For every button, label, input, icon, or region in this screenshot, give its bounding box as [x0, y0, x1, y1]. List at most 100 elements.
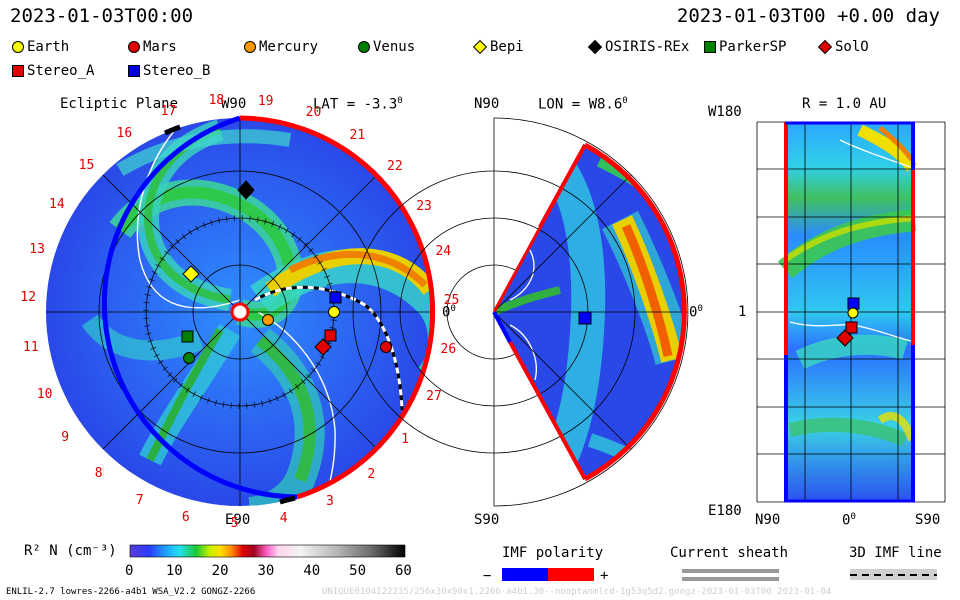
legend-label: OSIRIS-REx: [605, 39, 690, 55]
legend-label: Bepi: [490, 39, 524, 55]
legend-item-earth: Earth: [12, 39, 69, 55]
legend-label: Mercury: [259, 39, 319, 55]
colorbar-tick: 30: [257, 563, 275, 579]
solo-marker: [314, 338, 332, 356]
model-footer: ENLIL-2.7 lowres-2266-a4b1 WSA_V2.2 GONG…: [6, 587, 256, 597]
carrington-label: 9: [61, 429, 70, 445]
legend-item-stereo-a: Stereo_A: [12, 63, 94, 79]
colorbar-tick: 50: [349, 563, 367, 579]
carrington-label: 6: [181, 509, 190, 525]
colorbar-tick: 40: [303, 563, 321, 579]
legend-item-stereo-b: Stereo_B: [128, 63, 210, 79]
carrington-label: 15: [78, 157, 95, 173]
square-marker-icon: [128, 65, 140, 77]
mars-marker: [380, 341, 392, 353]
radial-tick-n90: N90: [755, 512, 781, 528]
ecliptic-top-label: W90: [221, 96, 247, 112]
bepi-marker: [182, 265, 200, 283]
legend-label: Stereo_A: [27, 63, 95, 79]
venus-marker: [183, 352, 195, 364]
carrington-label: 3: [326, 494, 334, 509]
carrington-label: 20: [305, 105, 322, 121]
osiris-rex-marker: [237, 180, 255, 200]
carrington-label: 11: [23, 339, 39, 355]
ecliptic-right-label: 00: [442, 304, 456, 321]
ecliptic-markers: [181, 180, 392, 364]
carrington-label: 16: [116, 126, 133, 142]
circle-marker-icon: [358, 41, 370, 53]
simulation-time: 2023-01-03T00:00: [10, 5, 194, 27]
ecliptic-plane-panel: [46, 115, 436, 506]
circle-marker-icon: [128, 41, 140, 53]
carrington-label: 23: [416, 199, 432, 215]
radial-top-left-label: W180: [708, 104, 742, 120]
ecliptic-bottom-label: E90: [225, 512, 251, 528]
diamond-marker-icon: [587, 39, 603, 55]
solo-marker-radial: [836, 329, 854, 347]
carrington-label: 21: [349, 127, 366, 143]
carrington-label: 22: [387, 159, 403, 175]
carrington-label: 8: [94, 465, 103, 481]
radial-mid-left-label: 1: [738, 304, 747, 320]
current-sheath-swatch: [682, 569, 779, 581]
carrington-label: 4: [279, 510, 288, 526]
ecliptic-lat-label: LAT = -3.30: [313, 96, 403, 113]
legend-item-bepi: Bepi: [472, 39, 524, 55]
legend-item-venus: Venus: [358, 39, 415, 55]
carrington-label: 26: [440, 342, 457, 358]
stereo-b-marker: [329, 291, 342, 304]
legend-label: Stereo_B: [143, 63, 211, 79]
square-marker-icon: [704, 41, 716, 53]
density-colorbar: [129, 544, 406, 558]
carrington-label: 19: [257, 93, 274, 109]
carrington-label: 17: [160, 104, 177, 120]
legend-label: Mars: [143, 39, 177, 55]
radial-bottom-left-label: E180: [708, 503, 742, 519]
stereo-a-marker-radial: [845, 321, 858, 334]
legend-item-solo: SolO: [817, 39, 869, 55]
carrington-label: 5: [230, 515, 239, 531]
colorbar-label: R² N (cm⁻³): [24, 543, 117, 559]
circle-marker-icon: [244, 41, 256, 53]
carrington-label: 24: [435, 244, 452, 260]
legend-item-osiris-rex: OSIRIS-REx: [587, 39, 690, 55]
meridional-top-label: N90: [474, 96, 500, 112]
mercury-marker: [262, 314, 274, 326]
carrington-label: 7: [135, 492, 144, 508]
square-marker-icon: [12, 65, 24, 77]
legend-item-parkersp: ParkerSP: [704, 39, 786, 55]
radial-title: R = 1.0 AU: [802, 96, 887, 112]
imf-line-swatch: [850, 569, 937, 580]
imf-plus-label: +: [600, 568, 609, 584]
carrington-label: 13: [29, 242, 45, 258]
legend-item-mercury: Mercury: [244, 39, 318, 55]
circle-marker-icon: [12, 41, 24, 53]
stereo-b-marker-meridional: [578, 311, 592, 325]
colorbar-tick: 20: [211, 563, 229, 579]
earth-marker: [328, 306, 340, 318]
run-id-footer: UNIQUE0104122235/256x30x90x1.2266-a4b1.3…: [322, 587, 832, 597]
carrington-label: 14: [49, 196, 65, 212]
legend-item-mars: Mars: [128, 39, 177, 55]
carrington-label: 2: [367, 467, 376, 483]
carrington-label: 27: [426, 389, 442, 405]
legend-label: SolO: [835, 39, 869, 55]
radial-map-panel: [756, 121, 946, 503]
meridional-bottom-label: S90: [474, 512, 500, 528]
legend-label: ParkerSP: [719, 39, 787, 55]
legend-label: Earth: [27, 39, 70, 55]
carrington-label: 12: [20, 290, 37, 306]
radial-tick-0: 00: [842, 512, 856, 529]
carrington-label: 1: [401, 431, 410, 447]
carrington-label: 25: [443, 292, 460, 308]
carrington-label: 10: [36, 386, 53, 402]
imf-minus-label: −: [483, 568, 492, 584]
meridional-lon-label: LON = W8.60: [538, 96, 628, 113]
colorbar-tick: 0: [125, 563, 134, 579]
forecast-time: 2023-01-03T00 +0.00 day: [676, 5, 940, 27]
imf-line-title: 3D IMF line: [849, 545, 942, 561]
colorbar-tick: 60: [395, 563, 412, 579]
colorbar-tick: 10: [165, 563, 183, 579]
imf-positive-swatch: [548, 568, 594, 581]
